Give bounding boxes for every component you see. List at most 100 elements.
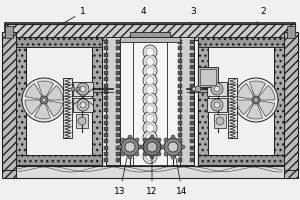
Bar [63,78,72,138]
Bar [116,77,120,81]
Bar [116,65,120,69]
Bar [104,146,108,150]
Bar [104,152,108,156]
Text: 1: 1 [62,7,86,24]
Bar [284,170,298,178]
Bar [16,37,26,165]
Circle shape [146,143,154,151]
Circle shape [146,152,154,160]
Bar [104,71,108,75]
Circle shape [80,102,86,108]
Circle shape [118,145,122,149]
Bar [178,77,182,81]
Bar [190,139,194,143]
Bar [178,65,182,69]
Bar [116,127,120,131]
Circle shape [161,145,165,149]
Bar [130,32,170,37]
Bar [116,59,120,63]
Bar [104,84,108,88]
Bar [178,53,182,57]
Polygon shape [25,84,42,99]
Bar [16,37,102,165]
Circle shape [171,155,175,159]
Text: 12: 12 [146,156,158,196]
Circle shape [254,98,258,102]
Circle shape [181,145,185,149]
Bar [104,65,108,69]
Circle shape [146,114,154,122]
Circle shape [164,138,182,156]
Bar [116,84,120,88]
Circle shape [140,145,144,149]
Circle shape [178,138,182,142]
Circle shape [157,138,161,142]
Bar [190,40,194,44]
Circle shape [164,152,168,156]
Circle shape [150,155,154,159]
Polygon shape [259,85,275,100]
Circle shape [214,86,220,92]
Bar [178,71,182,75]
Circle shape [143,73,157,88]
Text: 4: 4 [140,7,146,22]
Bar [26,47,92,155]
Bar [73,98,93,112]
Bar [104,121,108,125]
Bar [190,71,194,75]
Bar [178,90,182,94]
Bar [207,82,227,96]
Circle shape [211,99,223,111]
Bar [104,59,108,63]
Circle shape [42,98,46,102]
Text: 14: 14 [176,156,188,196]
Bar [116,139,120,143]
Bar [116,108,120,112]
Bar [104,40,108,44]
Polygon shape [34,103,50,119]
Bar [120,37,180,165]
Bar [116,102,120,106]
Circle shape [147,142,157,152]
Bar [198,37,208,165]
Polygon shape [38,81,53,97]
Bar [178,133,182,137]
Bar [178,158,182,162]
Circle shape [146,58,154,66]
Bar [178,146,182,150]
Circle shape [143,140,157,154]
Polygon shape [247,103,262,119]
Circle shape [143,138,147,142]
Polygon shape [237,100,253,115]
Bar [190,146,194,150]
Bar [198,37,284,47]
Bar [104,115,108,119]
Circle shape [192,87,196,91]
Circle shape [77,83,89,95]
Bar [190,121,194,125]
Bar [190,108,194,112]
Bar [116,40,120,44]
Bar [104,53,108,57]
Circle shape [171,135,175,139]
Circle shape [143,112,157,126]
Bar [190,65,194,69]
Polygon shape [237,84,254,99]
Circle shape [143,45,157,59]
Circle shape [150,135,154,139]
Bar [116,121,120,125]
Bar [116,90,120,94]
Bar [178,152,182,156]
Circle shape [146,86,154,94]
Bar [190,53,194,57]
Circle shape [143,64,157,78]
Bar [190,59,194,63]
Circle shape [40,96,48,104]
Bar [190,96,194,100]
Bar [104,133,108,137]
Polygon shape [250,81,266,97]
Bar [198,155,284,165]
Bar [104,77,108,81]
Bar [190,115,194,119]
Bar [180,37,194,165]
